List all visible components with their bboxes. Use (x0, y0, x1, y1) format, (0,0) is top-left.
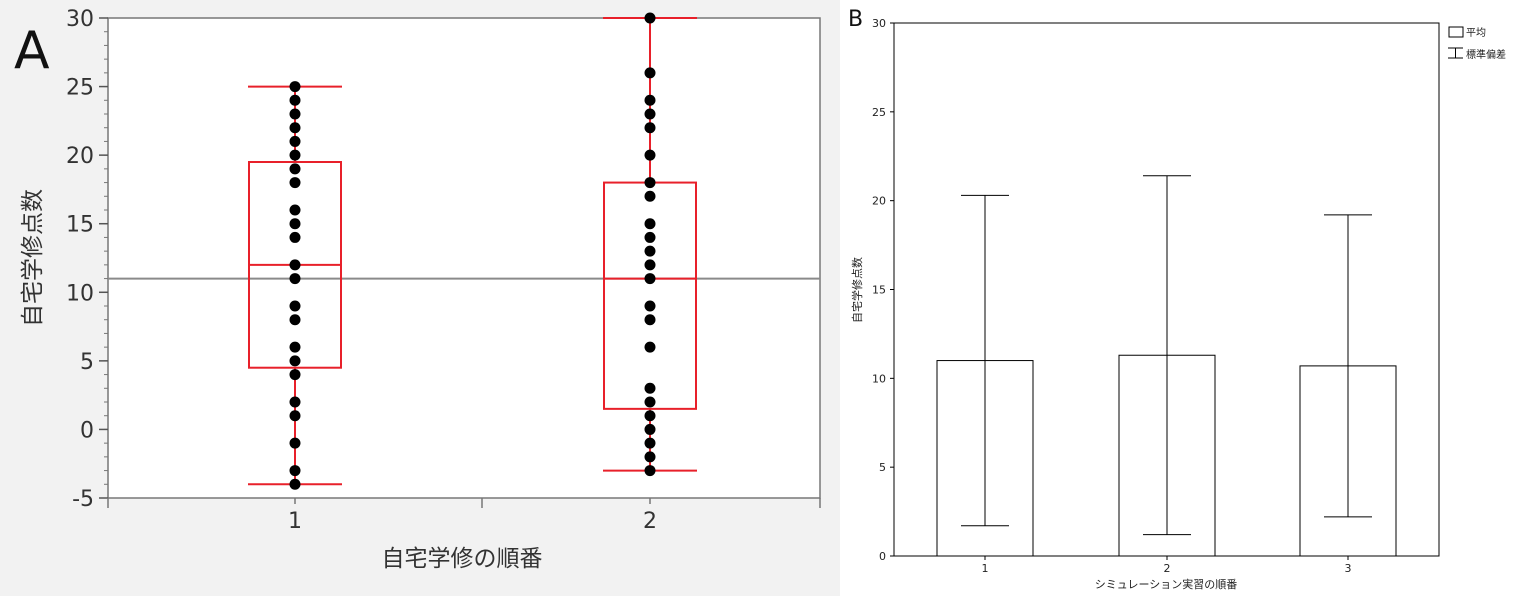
data-point (289, 259, 301, 271)
panel-a: -5 0 5 10 15 20 25 30 1 2 A 自宅学修の順番 自宅学修点数 (0, 0, 840, 596)
y-tick-label: 20 (872, 195, 886, 208)
data-point (644, 382, 656, 394)
data-point (644, 122, 656, 134)
data-point (289, 410, 301, 422)
x-axis-title: シミュレーション実習の順番 (1095, 577, 1238, 591)
y-tick-label: 10 (872, 372, 886, 385)
data-point (644, 94, 656, 106)
y-tick-label: 5 (879, 461, 886, 474)
data-point (644, 437, 656, 449)
y-axis-title: 自宅学修点数 (850, 257, 864, 323)
data-point (289, 300, 301, 312)
data-point (644, 149, 656, 161)
legend-sd-swatch (1448, 47, 1463, 59)
y-tick-label: 5 (80, 350, 94, 375)
y-tick-label: -5 (72, 487, 94, 512)
data-point (644, 245, 656, 257)
y-tick-label: 30 (66, 7, 94, 32)
data-point (289, 369, 301, 381)
data-point (644, 273, 656, 285)
data-point (644, 231, 656, 243)
y-axis-title: 自宅学修点数 (20, 189, 46, 327)
x-tick-label: 1 (982, 562, 989, 575)
data-point (644, 396, 656, 408)
data-point (644, 451, 656, 463)
data-point (289, 355, 301, 367)
data-point (644, 314, 656, 326)
box-plot-chart: -5 0 5 10 15 20 25 30 1 2 A 自宅学修の順番 自宅学修点数 (14, 7, 821, 572)
data-point (644, 67, 656, 79)
data-point (644, 177, 656, 189)
data-point (644, 410, 656, 422)
data-point (289, 341, 301, 353)
data-point (644, 465, 656, 477)
plot-area (107, 17, 821, 499)
data-point (644, 218, 656, 230)
data-point (644, 341, 656, 353)
data-point (289, 231, 301, 243)
data-point (289, 122, 301, 134)
data-point (644, 190, 656, 202)
y-tick-label: 25 (66, 76, 94, 101)
data-point (289, 94, 301, 106)
y-tick-label: 0 (80, 418, 94, 443)
data-point (644, 12, 656, 24)
data-point (289, 314, 301, 326)
data-point (289, 204, 301, 216)
y-tick-label: 0 (879, 550, 886, 563)
data-point (289, 81, 301, 93)
data-point (289, 177, 301, 189)
panel-label: B (848, 7, 863, 32)
y-tick-label: 15 (872, 284, 886, 297)
y-tick-label: 10 (66, 281, 94, 306)
legend-mean-swatch (1448, 26, 1464, 38)
panel-b: 0 5 10 15 20 25 30 1 2 3 平均標準偏差 B 自宅学修点数シミュレーション実習の順… (842, 0, 1535, 596)
y-tick-label: 25 (872, 106, 886, 119)
data-point (289, 163, 301, 175)
x-tick-label: 2 (1164, 562, 1171, 575)
legend-mean-label: 平均 (1466, 27, 1486, 39)
x-tick-label: 3 (1345, 562, 1352, 575)
data-point (289, 149, 301, 161)
legend-sd-label: 標準偏差 (1466, 48, 1506, 61)
data-point (289, 135, 301, 147)
y-tick-label: 30 (872, 17, 886, 30)
data-point (644, 259, 656, 271)
x-tick-label: 2 (643, 509, 657, 534)
data-point (289, 437, 301, 449)
data-point (289, 396, 301, 408)
data-point (644, 300, 656, 312)
y-tick-label: 20 (66, 144, 94, 169)
x-axis-title: 自宅学修の順番 (382, 546, 543, 572)
data-point (289, 465, 301, 477)
data-point (644, 423, 656, 435)
data-point (644, 108, 656, 120)
panel-label: A (14, 21, 50, 81)
data-point (289, 218, 301, 230)
data-point (289, 273, 301, 285)
data-point (289, 478, 301, 490)
y-tick-label: 15 (66, 213, 94, 238)
x-tick-label: 1 (288, 509, 302, 534)
data-point (289, 108, 301, 120)
